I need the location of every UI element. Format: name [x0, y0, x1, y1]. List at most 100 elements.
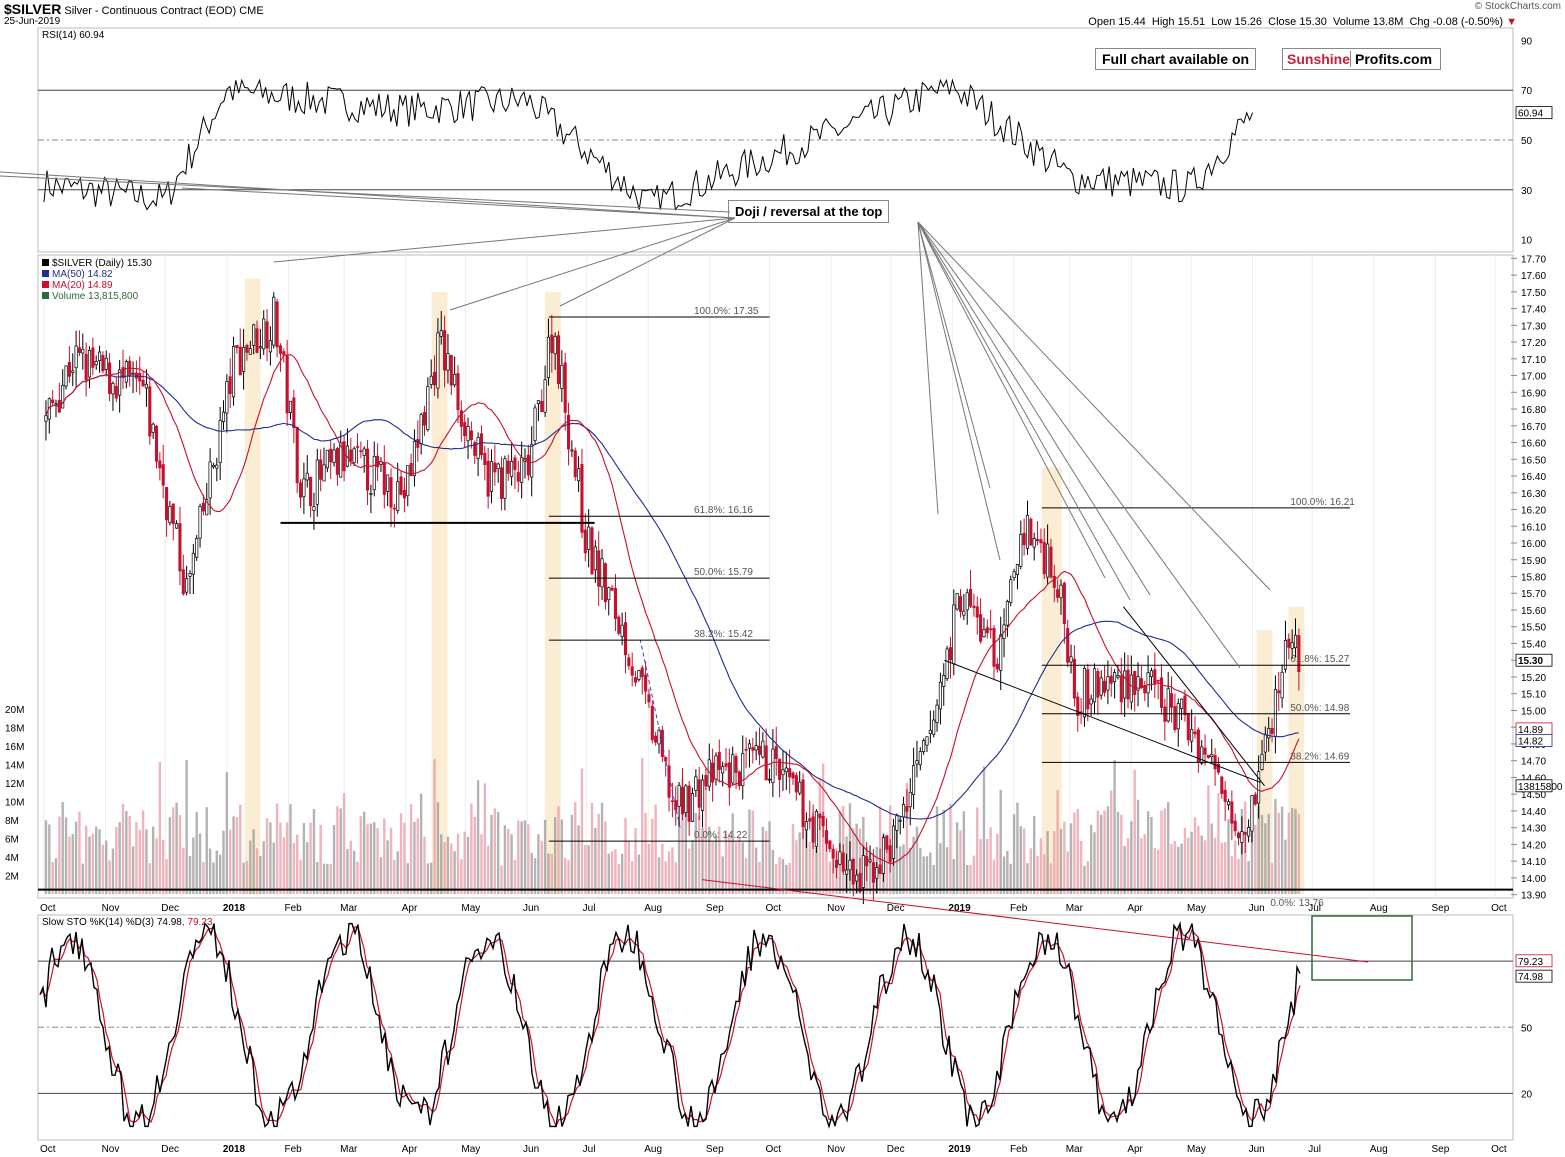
volume-bar — [1257, 805, 1260, 894]
volume-bar — [1193, 817, 1197, 894]
volume-bar — [1183, 827, 1187, 894]
candle-body — [664, 757, 668, 762]
candle-body — [489, 461, 494, 492]
candle-body — [992, 628, 996, 667]
candle-body — [67, 361, 71, 377]
legend-swatch — [42, 281, 49, 288]
candle-body — [238, 346, 242, 376]
sto-x-label: Dec — [161, 1144, 179, 1155]
volume-bar — [574, 802, 577, 894]
candle-body — [138, 373, 142, 382]
candle-body — [483, 453, 487, 466]
volume-bar — [925, 856, 929, 894]
volume-bar — [527, 824, 530, 894]
volume-bar — [1002, 856, 1006, 894]
volume-bar — [590, 802, 594, 894]
volume-bar — [118, 822, 121, 894]
volume-bar — [945, 847, 949, 894]
ohlc-readout: Open 15.44 High 15.51 Low 15.26 Close 15… — [1088, 16, 1517, 28]
volume-bar — [550, 853, 554, 894]
volume-y-tick: 16M — [5, 742, 24, 753]
volume-bar — [493, 808, 497, 894]
candle-body — [436, 332, 440, 389]
candle-body — [888, 845, 892, 863]
volume-bar — [48, 824, 51, 894]
volume-bar — [671, 847, 674, 894]
candle-body — [1159, 677, 1164, 708]
volume-bar — [95, 826, 98, 894]
candle-body — [77, 347, 82, 354]
volume-bar — [1190, 831, 1193, 894]
candle-body — [1049, 546, 1053, 578]
candle-body — [439, 330, 443, 337]
price-y-tick: 17.20 — [1521, 338, 1546, 349]
candle-body — [1153, 669, 1157, 685]
candle-body — [299, 482, 303, 498]
volume-bar — [1043, 854, 1046, 894]
candle-body — [513, 457, 517, 470]
candle-body — [985, 627, 989, 634]
volume-bar — [1113, 760, 1116, 894]
volume-bar — [393, 859, 396, 894]
volume-bar — [895, 816, 899, 894]
candle-body — [778, 758, 782, 780]
x-axis-label: Mar — [1066, 903, 1084, 914]
candle-body — [982, 629, 986, 638]
volume-bar — [249, 840, 252, 894]
price-panel: 17.70 17.60 17.50 17.40 17.30 17.20 17.10 17.00… — [0, 171, 1563, 914]
candle-body — [98, 351, 102, 362]
candle-body — [312, 506, 316, 511]
volume-bar — [1053, 831, 1056, 894]
volume-bar — [919, 847, 922, 894]
annotation-pointer — [917, 221, 1271, 591]
sto-y-tick: 50 — [1521, 1023, 1533, 1034]
candle-body — [1109, 675, 1113, 684]
candle-body — [302, 478, 306, 498]
volume-bar — [1247, 861, 1250, 894]
price-y-tick: 16.10 — [1521, 522, 1546, 533]
volume-bar — [641, 757, 644, 894]
volume-bar — [694, 812, 698, 894]
candle-body — [245, 344, 249, 353]
volume-bar — [255, 848, 259, 894]
price-y-tick: 14.50 — [1521, 790, 1546, 801]
volume-bar — [533, 858, 537, 894]
price-y-tick: 17.40 — [1521, 305, 1546, 316]
price-y-tick: 15.10 — [1521, 690, 1546, 701]
volume-label: Volume — [1333, 16, 1370, 28]
candle-body — [831, 848, 835, 859]
candle-body — [989, 628, 993, 631]
volume-bar — [1136, 799, 1140, 894]
volume-bar — [1076, 808, 1079, 894]
sto-x-label: Nov — [827, 1144, 845, 1155]
volume-bar — [81, 863, 85, 894]
candle-body — [895, 815, 899, 831]
fib-label-right: 100.0%: 16.21 — [1290, 497, 1355, 508]
candle-body — [1089, 698, 1093, 705]
volume-bar — [664, 861, 667, 894]
annotation-pointer — [917, 221, 991, 489]
candle-body — [419, 414, 423, 445]
volume-y-tick: 10M — [5, 798, 24, 809]
candle-body — [181, 569, 185, 595]
candle-body — [1223, 789, 1227, 802]
volume-bar — [818, 778, 822, 894]
rsi-y-tick: 50 — [1521, 136, 1533, 147]
volume-bar — [1167, 802, 1170, 894]
candle-body — [443, 330, 447, 371]
volume-bar — [145, 829, 148, 894]
candle-body — [459, 410, 463, 427]
volume-bar — [580, 768, 584, 894]
chg-value: -0.08 (-0.50%) — [1432, 16, 1504, 28]
volume-bar — [634, 828, 637, 894]
highlight-bar — [544, 291, 561, 895]
candle-body — [449, 355, 453, 386]
candle-body — [962, 610, 966, 616]
volume-bar — [1110, 790, 1113, 894]
candle-body — [1257, 771, 1261, 804]
x-axis-label: Aug — [644, 903, 662, 914]
volume-bar — [982, 766, 986, 894]
price-y-tick: 16.70 — [1521, 422, 1546, 433]
candle-body — [1273, 689, 1277, 737]
candle-body — [580, 464, 584, 533]
